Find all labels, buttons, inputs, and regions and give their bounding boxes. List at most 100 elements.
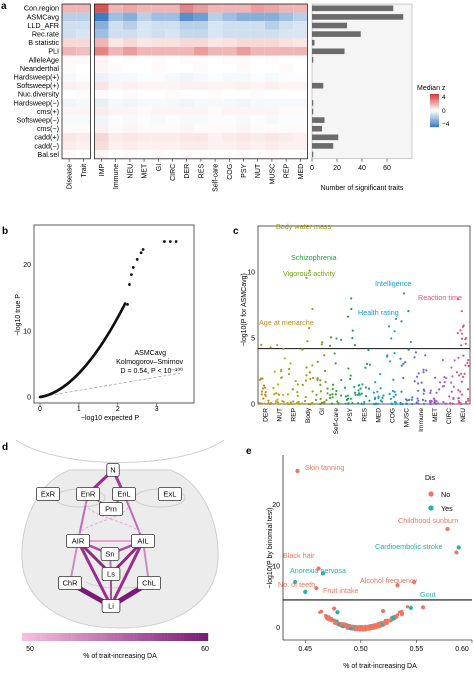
- c-point: [339, 394, 343, 397]
- heatmap-cell: [62, 141, 77, 151]
- e-point: [400, 609, 404, 613]
- c-point: [335, 337, 338, 340]
- heatmap-cell: [250, 29, 265, 39]
- heatmap-cell: [76, 55, 91, 65]
- col-label: CIRC: [170, 164, 177, 181]
- heatmap-cell: [122, 29, 137, 39]
- d-cbar-tick: 60: [201, 646, 209, 653]
- heatmap-cell: [222, 98, 237, 108]
- heatmap-cell: [279, 12, 294, 22]
- heatmap-cell: [193, 98, 208, 108]
- c-point: [407, 309, 410, 313]
- c-point: [296, 391, 299, 394]
- c-category-label: RES: [361, 407, 368, 421]
- heatmap-cell: [250, 55, 265, 65]
- heatmap-cell: [293, 107, 308, 116]
- c-point: [462, 354, 465, 357]
- heatmap-cell: [151, 12, 166, 22]
- c-point: [400, 320, 403, 323]
- b-xtick: 0: [38, 406, 42, 413]
- bar: [312, 117, 325, 123]
- c-point: [350, 297, 353, 300]
- e-legend-label: No: [441, 490, 450, 499]
- heatmap-cell: [62, 124, 77, 133]
- heatmap-cell: [137, 115, 152, 125]
- e-legend-title: Dis: [425, 475, 436, 482]
- c-point: [452, 385, 455, 388]
- b-ytick: 20: [23, 262, 31, 269]
- panel-c-letter: c: [233, 226, 239, 237]
- heatmap-cell: [293, 47, 308, 56]
- c-category-label: GI: [319, 408, 326, 415]
- heatmap-cell: [193, 4, 208, 13]
- heatmap-cell: [122, 107, 137, 116]
- c-point: [417, 402, 420, 405]
- e-label: Cardioembolic stroke: [375, 542, 443, 551]
- c-point: [273, 370, 276, 373]
- panel-d-letter: d: [2, 442, 8, 453]
- heatmap-cell: [122, 72, 137, 82]
- d-cbar-swatch: [71, 633, 75, 641]
- b-xtick: 3: [155, 406, 159, 413]
- heatmap-cell: [165, 21, 180, 30]
- heatmap-cell: [137, 90, 152, 99]
- face-edge: [123, 493, 144, 542]
- c-point: [349, 397, 352, 400]
- e-ylabel: −log10(P by binomial test): [267, 508, 274, 589]
- c-point: [407, 348, 410, 351]
- c-point: [356, 393, 360, 396]
- c-point: [260, 402, 264, 405]
- heatmap: [61, 3, 308, 160]
- c-point: [433, 399, 436, 402]
- legend-swatch: [430, 95, 439, 97]
- c-point: [407, 398, 411, 402]
- c-point: [460, 380, 463, 383]
- heatmap-cell: [108, 150, 123, 159]
- bar: [312, 48, 345, 55]
- bar: [312, 31, 361, 37]
- heatmap-cell: [236, 72, 251, 82]
- c-point: [264, 394, 267, 397]
- e-point: [327, 615, 331, 619]
- bar: [312, 39, 315, 46]
- row-label: Softsweep(+): [16, 81, 59, 90]
- c-point: [262, 397, 265, 400]
- panel-b: b 0 1 2 3 0 10 20 ASMCavg Kolmogorov–Smirnov D…: [2, 224, 195, 422]
- c-point: [422, 392, 425, 395]
- c-point: [361, 383, 364, 386]
- c-point: [264, 390, 267, 394]
- heatmap-cell: [193, 81, 208, 90]
- legend-swatch: [430, 113, 439, 116]
- e-point: [420, 605, 426, 610]
- c-point: [422, 368, 425, 371]
- c-point: [456, 332, 459, 335]
- d-cbar-swatch: [22, 633, 26, 641]
- heatmap-cell: [179, 4, 194, 13]
- c-point: [459, 390, 462, 393]
- d-cbar-swatch: [127, 633, 131, 641]
- legend-swatch: [430, 99, 439, 101]
- heatmap-cell: [279, 81, 294, 90]
- e-point: [330, 619, 334, 623]
- e-point: [395, 613, 400, 617]
- heatmap-cell: [208, 141, 223, 151]
- c-category-label: NUT: [277, 408, 284, 422]
- d-cbar-swatch: [105, 633, 109, 641]
- bar-tick-label: 40: [358, 165, 366, 172]
- d-cbar-swatch: [74, 633, 78, 641]
- heatmap-cell: [137, 4, 152, 13]
- heatmap-cell: [151, 55, 166, 65]
- bar: [312, 5, 394, 12]
- heatmap-cell: [94, 141, 109, 151]
- qq-point: [128, 283, 131, 286]
- c-point: [311, 376, 315, 380]
- c-point: [351, 336, 354, 340]
- row-label: Hardsweep(−): [14, 98, 59, 107]
- b-xtick: 1: [77, 406, 81, 413]
- c-point: [394, 393, 397, 396]
- e-point: [405, 605, 410, 609]
- e-point: [324, 613, 328, 617]
- heatmap-cell: [208, 107, 223, 116]
- c-point: [393, 330, 396, 333]
- c-point: [286, 402, 289, 405]
